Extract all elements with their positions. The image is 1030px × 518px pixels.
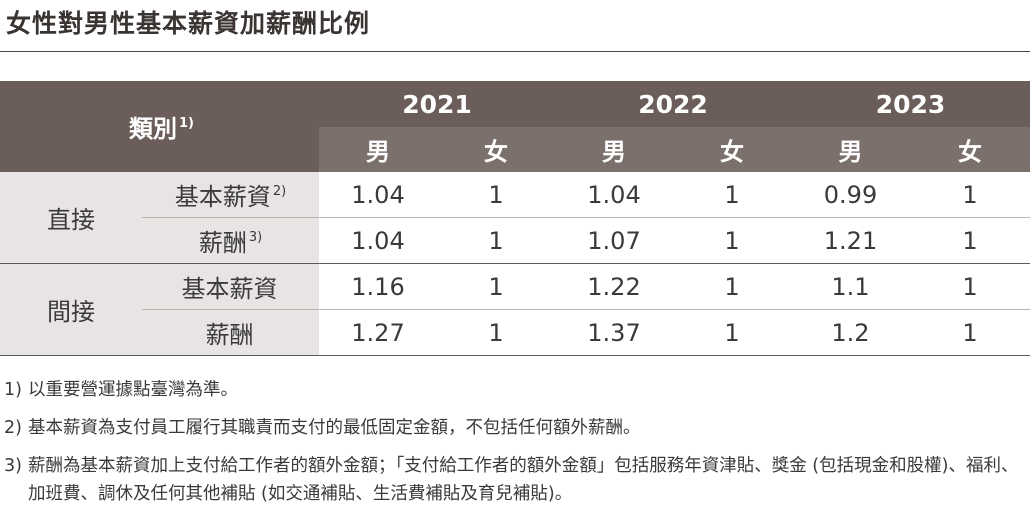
footnote-text: 基本薪資為支付員工履行其職責而支付的最低固定金額，不包括任何額外薪酬。 <box>28 418 641 438</box>
footnote: 3) 薪酬為基本薪資加上支付給工作者的額外金額；「支付給工作者的額外金額」包括服… <box>4 452 1028 508</box>
year-header: 2023 <box>791 81 1030 127</box>
gender-header: 男 <box>791 127 910 172</box>
footnote-number: 1) <box>4 380 22 400</box>
row-label: 薪酬 3) <box>142 217 319 264</box>
row-label-text: 基本薪資 <box>174 183 271 211</box>
table-row: 薪酬 3) 1.04 1 1.07 1 1.21 1 <box>0 217 1030 264</box>
table-cell: 1 <box>673 263 791 310</box>
row-label: 薪酬 <box>142 309 319 356</box>
table-cell: 1.22 <box>555 263 673 310</box>
category-label: 類別 <box>129 115 177 143</box>
table-cell: 1.07 <box>555 217 673 264</box>
table-cell: 1 <box>437 263 555 310</box>
table-cell: 1.37 <box>555 309 673 356</box>
gender-header: 女 <box>437 127 555 172</box>
year-header: 2022 <box>555 81 791 127</box>
gender-header: 女 <box>673 127 791 172</box>
group-label: 直接 <box>0 172 142 264</box>
table-cell: 1 <box>437 309 555 356</box>
row-label-text: 薪酬 <box>205 321 254 349</box>
footnote-ref: 3) <box>248 230 263 245</box>
table-cell: 1.21 <box>791 217 910 264</box>
table-cell: 1.27 <box>319 309 437 356</box>
footnote: 2) 基本薪資為支付員工履行其職責而支付的最低固定金額，不包括任何額外薪酬。 <box>4 414 1028 442</box>
table-row: 間接 基本薪資 1.16 1 1.22 1 1.1 1 <box>0 263 1030 356</box>
table-cell: 1.16 <box>319 263 437 310</box>
footnotes: 1) 以重要營運據點臺灣為準。 2) 基本薪資為支付員工履行其職責而支付的最低固… <box>4 376 1028 518</box>
footnote: 1) 以重要營運據點臺灣為準。 <box>4 376 1028 404</box>
table-cell: 1 <box>910 217 1030 264</box>
table-row: 薪酬 1.27 1 1.37 1 1.2 1 <box>0 309 1030 356</box>
year-header-row: 類別 1) 2021 2022 2023 <box>0 81 1030 172</box>
table-row: 直接 基本薪資 2) 1.04 1 1.04 1 0.99 1 <box>0 172 1030 264</box>
footnote-ref: 1) <box>179 116 194 131</box>
gender-header-row: 男 女 男 女 男 女 <box>0 127 1030 172</box>
footnote-number: 2) <box>4 418 22 438</box>
table-cell: 1.1 <box>791 263 910 310</box>
row-label-text: 基本薪資 <box>181 275 278 303</box>
group-label: 間接 <box>0 263 142 356</box>
table-cell: 1 <box>910 172 1030 218</box>
row-label: 基本薪資 <box>142 263 319 310</box>
row-label: 基本薪資 2) <box>142 172 319 218</box>
table-cell: 1.04 <box>555 172 673 218</box>
footnote-number: 3) <box>4 456 22 476</box>
page-title: 女性對男性基本薪資加薪酬比例 <box>6 9 371 38</box>
table-cell: 1 <box>437 217 555 264</box>
footnote-text: 薪酬為基本薪資加上支付給工作者的額外金額；「支付給工作者的額外金額」包括服務年資… <box>28 456 1019 504</box>
table-cell: 1 <box>673 309 791 356</box>
category-header: 類別 1) <box>0 81 319 172</box>
footnote-text: 以重要營運據點臺灣為準。 <box>28 380 238 400</box>
table-cell: 1 <box>910 309 1030 356</box>
gender-header: 男 <box>319 127 437 172</box>
table-cell: 1 <box>910 263 1030 310</box>
table-cell: 1 <box>673 172 791 218</box>
table-cell: 0.99 <box>791 172 910 218</box>
table-cell: 1 <box>673 217 791 264</box>
ratio-table: 類別 1) 2021 2022 2023 男 女 男 女 男 女 直接 基本薪資 2… <box>0 81 1030 356</box>
gender-header: 男 <box>555 127 673 172</box>
table-cell: 1 <box>437 172 555 218</box>
table-cell: 1.04 <box>319 172 437 218</box>
row-label-text: 薪酬 <box>198 229 247 257</box>
year-header: 2021 <box>319 81 555 127</box>
footnote-ref: 2) <box>272 184 287 199</box>
table-cell: 1.04 <box>319 217 437 264</box>
table-cell: 1.2 <box>791 309 910 356</box>
title-divider <box>0 51 1030 52</box>
gender-header: 女 <box>910 127 1030 172</box>
